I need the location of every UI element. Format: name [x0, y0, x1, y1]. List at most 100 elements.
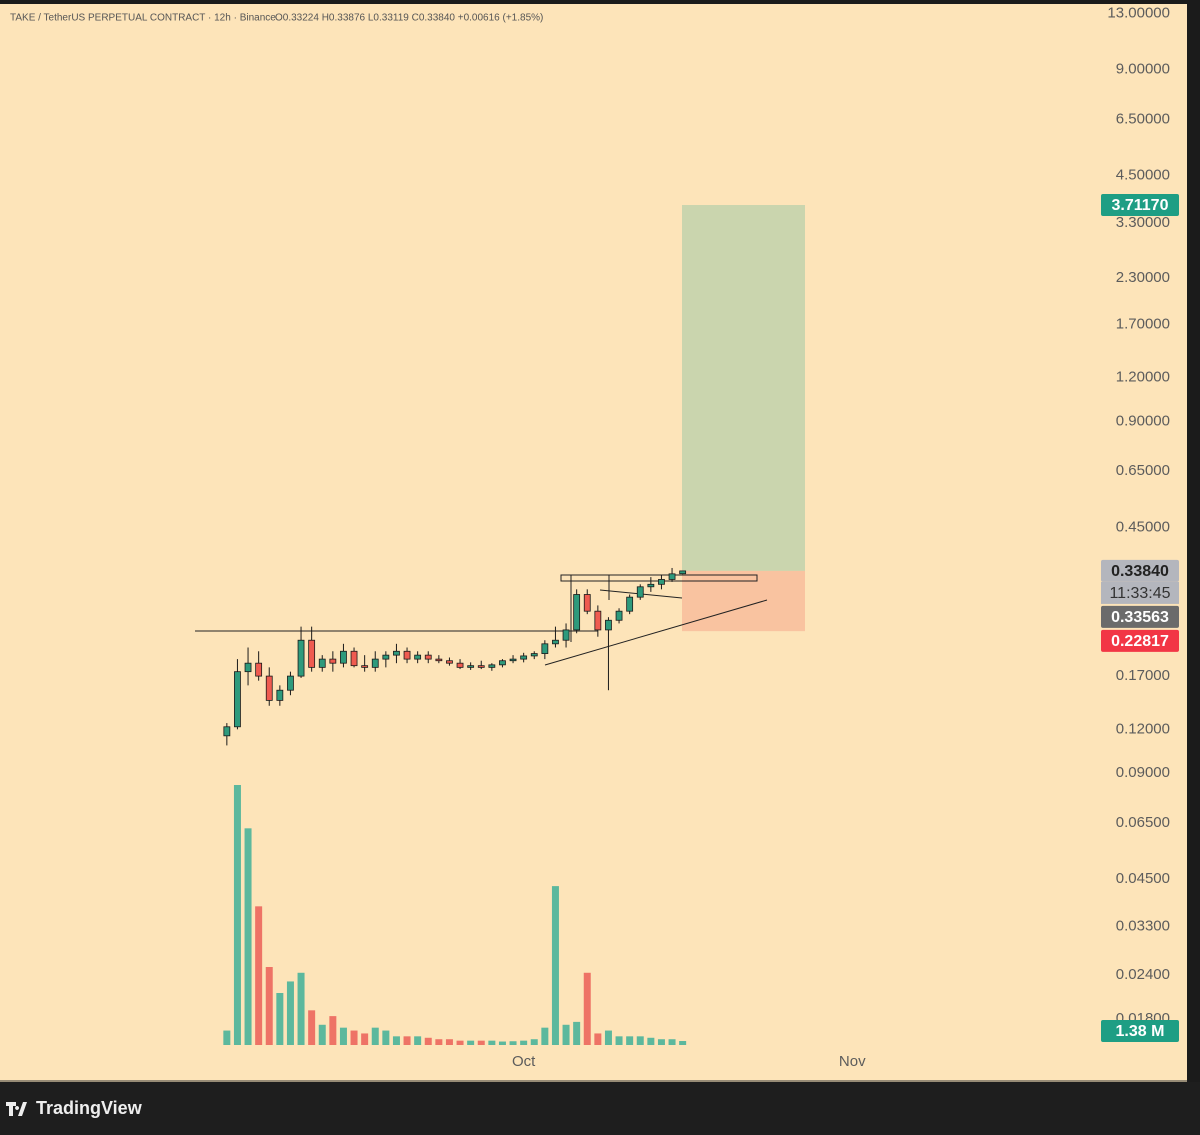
candle-body — [340, 650, 347, 664]
candle-body — [329, 658, 337, 664]
candle-body — [255, 662, 263, 677]
y-tick-label: 13.00000 — [1107, 4, 1170, 21]
volume-bar — [371, 1027, 379, 1045]
candle-body — [424, 654, 432, 660]
volume-bar — [361, 1033, 369, 1045]
y-tick-label: 6.50000 — [1116, 110, 1170, 127]
y-tick-label: 0.17000 — [1116, 667, 1170, 684]
y-tick-label: 0.09000 — [1116, 764, 1170, 781]
candle-body — [583, 594, 591, 612]
candle-body — [265, 675, 273, 701]
countdown: 11:33:45 — [1109, 585, 1170, 602]
volume-bar — [530, 1039, 538, 1045]
footer — [0, 1082, 1200, 1135]
volume-bar — [286, 981, 294, 1045]
candle-body — [435, 658, 443, 662]
y-tick-label: 0.02400 — [1116, 966, 1170, 983]
candle-body — [605, 619, 612, 631]
candle-body — [403, 650, 411, 660]
y-tick-label: 1.20000 — [1116, 368, 1170, 385]
price-label-bg — [1101, 605, 1179, 628]
candle-body — [287, 675, 294, 691]
volume-bar — [403, 1036, 411, 1045]
y-tick-label: 9.00000 — [1116, 61, 1170, 78]
volume-bar — [244, 828, 252, 1045]
volume-bar — [594, 1033, 602, 1045]
volume-bar — [308, 1010, 316, 1045]
stop-zone — [682, 570, 805, 632]
volume-bar — [541, 1027, 549, 1045]
volume-bar — [435, 1039, 443, 1045]
y-tick-label: 0.12000 — [1116, 720, 1170, 737]
volume-bar — [414, 1036, 422, 1045]
y-tick-label: 0.06500 — [1116, 814, 1170, 831]
drawings — [195, 574, 768, 666]
logo: TradingView — [6, 1098, 143, 1118]
price-label-bg — [1101, 559, 1179, 582]
y-tick-label: 2.30000 — [1116, 269, 1170, 286]
price-label-bg — [1101, 629, 1179, 652]
candle-body — [361, 665, 369, 668]
candle-body — [509, 658, 517, 662]
price-label: 3.71170 — [1112, 197, 1169, 214]
candle-body — [234, 671, 241, 728]
candle-body — [552, 639, 559, 645]
volume-bar — [329, 1016, 337, 1045]
top-border — [0, 0, 1200, 4]
volume-bar — [657, 1039, 665, 1045]
candle-body — [594, 610, 602, 631]
candle-body — [414, 654, 422, 660]
candle-body — [393, 650, 400, 656]
volume-bar — [456, 1040, 464, 1045]
volume-bar — [562, 1024, 570, 1045]
volume-bar — [509, 1041, 517, 1045]
ohlc: O0.33224 H0.33876 L0.33119 C0.33840 +0.0… — [275, 13, 543, 24]
volume-bar — [350, 1030, 358, 1045]
candle-body — [446, 660, 453, 664]
price-label: 0.33840 — [1111, 563, 1169, 580]
volume-bar — [488, 1040, 496, 1045]
price-label: 1.38 M — [1116, 1023, 1165, 1040]
candle-body — [223, 726, 231, 737]
volume-bar — [477, 1040, 485, 1045]
candle-body — [350, 650, 358, 667]
volume-bar — [255, 906, 263, 1045]
y-tick-label: 3.30000 — [1116, 214, 1170, 231]
volume-bar — [467, 1040, 475, 1045]
volume-bar — [424, 1037, 432, 1045]
volume-bar — [573, 1021, 581, 1045]
y-tick-label: 0.04500 — [1116, 870, 1170, 887]
y-tick-label: 0.03300 — [1116, 918, 1170, 935]
candle-body — [467, 665, 475, 668]
right-border — [1187, 0, 1200, 1135]
candle-body — [297, 639, 305, 677]
candle-body — [668, 573, 676, 580]
volume-bar — [636, 1036, 644, 1045]
candle-body — [477, 665, 485, 668]
candle-body — [456, 662, 464, 668]
price-label-bg — [1101, 1020, 1179, 1042]
candle-body — [626, 596, 634, 612]
volume-bar — [223, 1030, 231, 1045]
volume-bar — [392, 1036, 400, 1045]
volume-bar — [668, 1039, 676, 1045]
candle-body — [382, 654, 390, 660]
x-tick-label: Oct — [512, 1053, 536, 1070]
y-tick-label: 0.65000 — [1116, 462, 1170, 479]
candle-body — [276, 689, 284, 701]
price-label-bg — [1101, 193, 1179, 216]
y-tick-label: 1.70000 — [1116, 315, 1170, 332]
volume-bar — [276, 993, 284, 1045]
volume-bar — [265, 967, 273, 1045]
candle-body — [647, 583, 655, 588]
volume-bar — [520, 1040, 528, 1045]
volume-bar — [647, 1037, 655, 1045]
candle-body — [541, 643, 549, 654]
candle-body — [658, 579, 665, 585]
candle-body — [636, 586, 644, 598]
price-label: 0.33563 — [1111, 609, 1169, 626]
trend-line — [544, 599, 768, 666]
volume-bar — [615, 1036, 623, 1045]
